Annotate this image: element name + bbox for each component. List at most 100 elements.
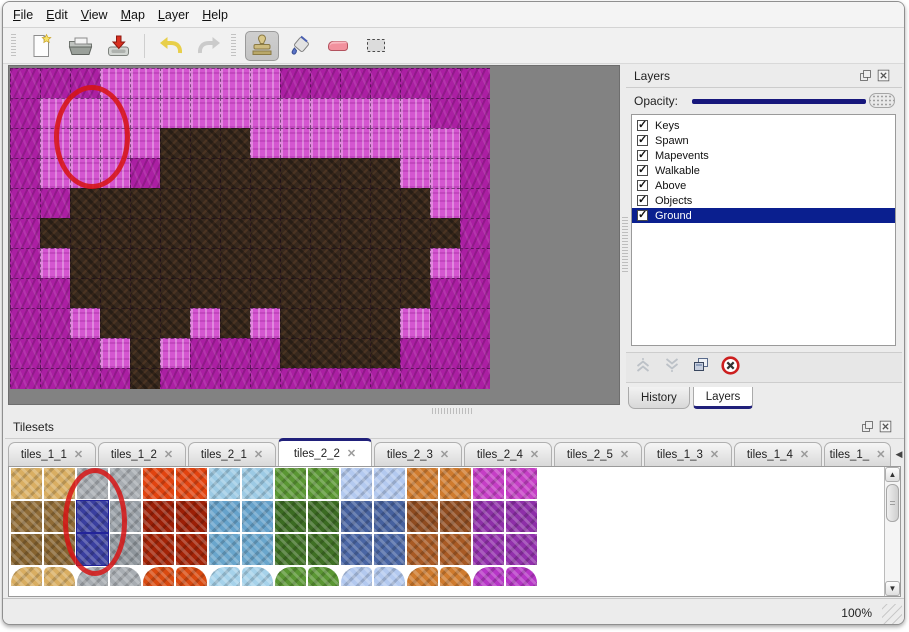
palette-tile-lava[interactable] — [143, 567, 174, 586]
map-tile-d[interactable] — [310, 368, 340, 389]
map-tile-grid[interactable] — [10, 68, 491, 389]
map-tile-l[interactable] — [70, 308, 100, 338]
fill-bucket-button[interactable] — [283, 31, 317, 61]
palette-tile-leaf[interactable] — [308, 534, 339, 565]
map-tile-b[interactable] — [130, 248, 160, 278]
palette-tile-leaf[interactable] — [308, 501, 339, 532]
tileset-tab-tiles_2_3[interactable]: tiles_2_3 ✕ — [374, 442, 462, 466]
menu-layer[interactable]: Layer — [157, 7, 190, 22]
map-tile-d[interactable] — [460, 338, 490, 368]
layer-visibility-checkbox[interactable] — [637, 193, 648, 206]
layer-row-spawn[interactable]: Spawn — [632, 133, 895, 148]
map-tile-b[interactable] — [190, 248, 220, 278]
map-tile-d[interactable] — [160, 368, 190, 389]
palette-tile-pebble[interactable] — [440, 567, 471, 586]
map-tile-l[interactable] — [160, 338, 190, 368]
map-tile-d[interactable] — [10, 98, 40, 128]
tab-close-icon[interactable]: ✕ — [73, 449, 84, 461]
map-tile-b[interactable] — [220, 248, 250, 278]
palette-tile-crystal[interactable] — [341, 534, 372, 565]
map-tile-b[interactable] — [400, 188, 430, 218]
map-tile-d[interactable] — [10, 128, 40, 158]
palette-tile-pebble[interactable] — [407, 534, 438, 565]
tileset-tab-tiles_2_4[interactable]: tiles_2_4 ✕ — [464, 442, 552, 466]
map-tile-b[interactable] — [340, 308, 370, 338]
palette-tile-ice[interactable] — [242, 468, 273, 499]
palette-tile-sand[interactable] — [11, 567, 42, 586]
map-tile-b[interactable] — [190, 278, 220, 308]
tileset-tab-tiles_2_1[interactable]: tiles_2_1 ✕ — [188, 442, 276, 466]
palette-tile-lava[interactable] — [143, 468, 174, 499]
map-tile-b[interactable] — [310, 278, 340, 308]
map-tile-l[interactable] — [40, 248, 70, 278]
map-tile-b[interactable] — [340, 158, 370, 188]
map-tile-b[interactable] — [370, 338, 400, 368]
map-tile-l[interactable] — [250, 68, 280, 98]
palette-tile-pebble[interactable] — [407, 567, 438, 586]
map-tile-d[interactable] — [430, 278, 460, 308]
map-tile-b[interactable] — [370, 278, 400, 308]
palette-tile-pebble[interactable] — [407, 501, 438, 532]
delete-layer-button[interactable] — [721, 355, 740, 380]
vertical-splitter-grip[interactable] — [622, 217, 628, 273]
map-tile-b[interactable] — [100, 218, 130, 248]
map-tile-d[interactable] — [10, 368, 40, 389]
map-tile-b[interactable] — [220, 278, 250, 308]
palette-tile-ice[interactable] — [242, 501, 273, 532]
dock-tab-history[interactable]: History — [628, 387, 690, 409]
palette-tile-crystal[interactable] — [374, 501, 405, 532]
layer-visibility-checkbox[interactable] — [637, 208, 648, 221]
palette-tile-leaf[interactable] — [275, 468, 306, 499]
palette-tile-ice[interactable] — [209, 468, 240, 499]
map-tile-d[interactable] — [10, 188, 40, 218]
map-tile-d[interactable] — [460, 188, 490, 218]
map-tile-b[interactable] — [310, 338, 340, 368]
map-tile-b[interactable] — [370, 248, 400, 278]
map-tile-b[interactable] — [310, 218, 340, 248]
map-tile-b[interactable] — [250, 278, 280, 308]
palette-tile-ice[interactable] — [242, 534, 273, 565]
map-tile-l[interactable] — [310, 98, 340, 128]
map-tile-l[interactable] — [220, 98, 250, 128]
map-tile-d[interactable] — [430, 68, 460, 98]
map-tile-d[interactable] — [460, 128, 490, 158]
palette-tile-ice[interactable] — [209, 567, 240, 586]
map-tile-b[interactable] — [130, 308, 160, 338]
layer-visibility-checkbox[interactable] — [637, 163, 648, 176]
palette-tile-lava[interactable] — [143, 501, 174, 532]
map-tile-l[interactable] — [280, 98, 310, 128]
palette-tile-crystal[interactable] — [341, 468, 372, 499]
map-tile-b[interactable] — [220, 128, 250, 158]
resize-grip-icon[interactable] — [882, 604, 902, 624]
close-panel-icon[interactable] — [877, 69, 890, 82]
move-layer-up-button[interactable] — [634, 356, 652, 379]
menu-file[interactable]: File — [13, 7, 34, 22]
palette-tile-sand[interactable] — [11, 468, 42, 499]
menu-edit[interactable]: Edit — [46, 7, 68, 22]
map-tile-l[interactable] — [190, 68, 220, 98]
map-tile-b[interactable] — [310, 308, 340, 338]
map-tile-b[interactable] — [40, 218, 70, 248]
map-tile-l[interactable] — [160, 68, 190, 98]
tab-scroll-left-icon[interactable]: ◀ — [895, 448, 903, 459]
map-tile-d[interactable] — [460, 158, 490, 188]
map-tile-l[interactable] — [130, 128, 160, 158]
redo-button[interactable] — [192, 31, 226, 61]
palette-scrollbar[interactable]: ▲ ▼ — [884, 467, 900, 596]
map-tile-b[interactable] — [430, 218, 460, 248]
layer-row-mapevents[interactable]: Mapevents — [632, 148, 895, 163]
tab-close-icon[interactable]: ✕ — [709, 449, 720, 461]
palette-tile-pebble[interactable] — [440, 501, 471, 532]
palette-tile-crystal[interactable] — [341, 567, 372, 586]
map-tile-d[interactable] — [70, 338, 100, 368]
map-tile-b[interactable] — [370, 158, 400, 188]
map-tile-d[interactable] — [130, 158, 160, 188]
select-rect-button[interactable] — [359, 31, 393, 61]
opacity-slider-track[interactable] — [692, 99, 866, 104]
map-tile-b[interactable] — [100, 278, 130, 308]
menu-help[interactable]: Help — [202, 7, 228, 22]
map-tile-b[interactable] — [220, 158, 250, 188]
map-tile-d[interactable] — [370, 368, 400, 389]
layer-list[interactable]: Keys Spawn Mapevents Walkable Above Objects Gr… — [631, 114, 896, 346]
map-tile-l[interactable] — [400, 128, 430, 158]
